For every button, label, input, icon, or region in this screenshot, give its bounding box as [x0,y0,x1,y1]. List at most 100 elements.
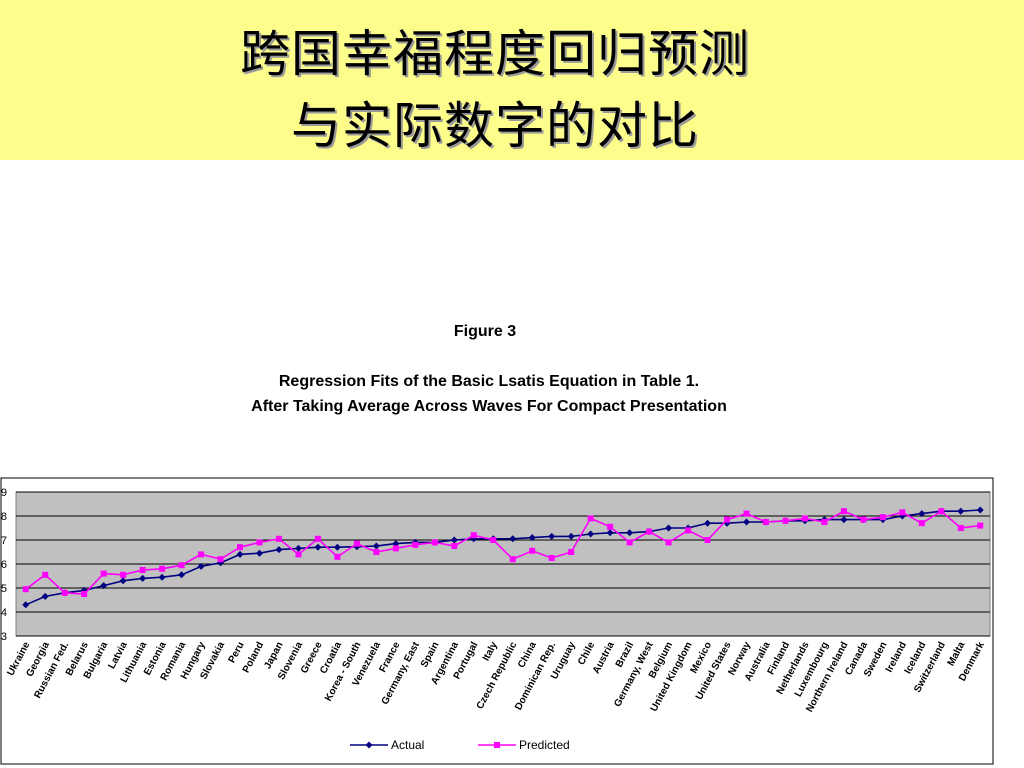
data-point-predicted [412,541,419,548]
data-point-actual [450,536,458,544]
slide-title-line2: 与实际数字的对比 [291,97,699,155]
data-point-predicted [198,551,205,558]
data-point-actual [236,550,244,558]
chart-title: Regression Fits of the Basic Lsatis Equa… [279,373,699,390]
data-point-predicted [879,514,886,521]
data-point-predicted [704,537,711,543]
y-tick-label: 6 [1,559,7,571]
data-point-predicted [860,516,867,523]
data-point-actual [743,518,750,526]
data-point-predicted [899,509,906,516]
data-point-actual [275,546,283,554]
data-point-actual [139,574,147,582]
series-line-predicted [25,510,981,595]
x-tick-label: Peru [227,640,247,665]
data-point-predicted [821,519,828,525]
y-tick-label: 3 [1,631,7,643]
data-point-predicted [548,555,555,561]
data-point-predicted [373,549,380,555]
data-point-predicted [509,556,516,563]
data-point-predicted [782,517,789,524]
data-point-predicted [490,537,497,543]
legend-predicted-marker [494,742,500,748]
x-tick-label: Italy [481,640,500,663]
y-tick-label: 5 [1,583,7,595]
y-tick-label: 7 [1,535,7,547]
data-point-predicted [587,515,594,522]
data-point-predicted [61,589,68,596]
data-point-predicted [762,519,769,525]
data-point-predicted [392,545,399,552]
data-point-predicted [840,508,847,515]
data-point-predicted [470,532,477,539]
data-point-actual [178,571,186,579]
data-point-predicted [178,562,185,569]
chart-frame [0,477,994,765]
data-point-predicted [22,586,29,593]
data-point-predicted [918,520,925,527]
data-point-actual [957,507,965,515]
chart-subtitle: After Taking Average Across Waves For Co… [251,398,727,415]
title-banner [0,0,1024,160]
data-point-predicted [801,515,808,522]
data-point-actual [197,562,205,570]
data-point-actual [158,573,166,581]
data-point-predicted [431,539,438,546]
data-point-actual [80,586,88,594]
data-point-actual [392,540,400,548]
data-point-predicted [957,525,964,531]
data-point-predicted [646,528,653,535]
data-point-predicted [159,565,166,572]
data-point-predicted [139,567,146,573]
data-point-actual [976,506,984,514]
data-point-actual [665,524,673,532]
data-point-actual [119,577,127,585]
y-tick-label: 4 [1,607,7,619]
legend-actual-marker [365,741,373,749]
data-point-actual [372,542,380,550]
data-point-predicted [275,535,282,542]
data-point-predicted [529,547,536,554]
data-point-predicted [314,535,321,542]
data-point-predicted [237,544,244,551]
data-point-actual [567,532,575,540]
data-point-predicted [568,549,575,555]
data-point-predicted [353,540,360,547]
data-point-actual [704,519,712,527]
data-point-actual [294,544,302,552]
data-point-predicted [217,556,224,563]
data-point-predicted [665,539,672,546]
data-point-predicted [938,508,945,515]
data-point-predicted [685,527,692,534]
data-point-predicted [81,591,88,597]
data-point-actual [470,535,478,543]
data-point-actual [100,582,108,590]
data-point-predicted [334,553,341,560]
slide-title-line1: 跨国幸福程度回归预测 [240,25,750,83]
data-point-actual [41,592,49,600]
data-point-actual [840,516,848,524]
y-tick-label: 9 [1,487,7,499]
data-point-actual [626,529,634,537]
data-point-actual [333,543,341,551]
data-point-actual [314,543,322,551]
data-point-predicted [724,516,731,523]
data-point-actual [606,529,614,537]
data-point-actual [528,534,536,542]
data-point-actual [509,535,517,543]
data-point-actual [587,530,595,538]
data-point-predicted [295,551,302,558]
data-point-actual [256,549,263,557]
chart: Figure 3 Regression Fits of the Basic Lsa… [0,323,994,765]
data-point-predicted [451,543,458,549]
legend-actual-label: Actual [391,738,424,752]
data-point-predicted [42,571,49,578]
data-point-actual [548,532,556,540]
data-point-actual [22,601,30,609]
figure-label: Figure 3 [454,323,516,340]
data-point-predicted [626,539,633,546]
data-point-actual [353,543,361,551]
legend-predicted-label: Predicted [519,738,570,752]
data-point-predicted [743,510,750,517]
data-point-predicted [120,571,127,578]
